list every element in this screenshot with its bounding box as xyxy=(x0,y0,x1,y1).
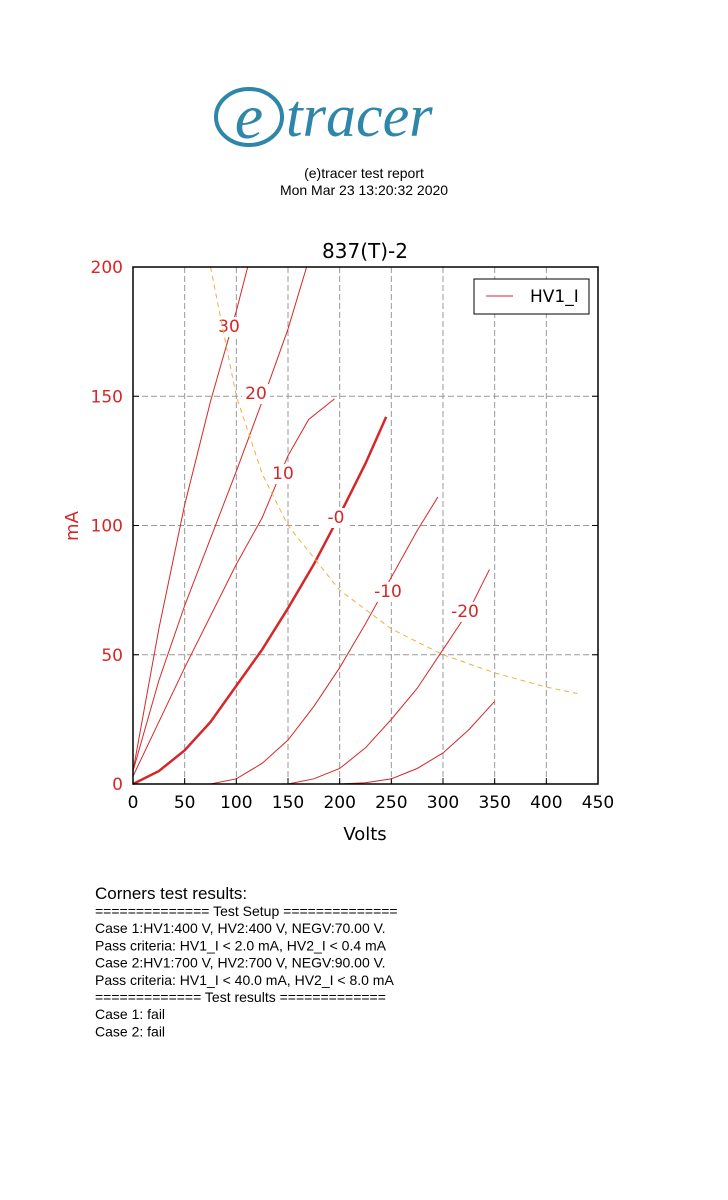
report-line: Case 2:HV1:700 V, HV2:700 V, NEGV:90.00 … xyxy=(95,955,386,971)
x-tick-label: 350 xyxy=(478,793,510,813)
curve-label-bg xyxy=(451,602,479,622)
logo-ring xyxy=(214,87,284,147)
logo-text: tracer xyxy=(286,83,433,149)
curve-label-bg xyxy=(242,384,270,404)
y-axis-label: mA xyxy=(62,510,83,541)
x-tick-label: 0 xyxy=(128,793,139,813)
x-tick-label: 300 xyxy=(427,793,459,813)
x-tick-label: 200 xyxy=(323,793,355,813)
logo-mark: e xyxy=(235,81,263,152)
curve-label-bg xyxy=(269,464,297,484)
curve-label: -0 xyxy=(328,508,345,528)
report-line: ============= Test results ============= xyxy=(95,989,386,1005)
report-heading: Corners test results: xyxy=(95,884,247,903)
curve xyxy=(132,266,308,772)
chart-title: 837(T)-2 xyxy=(322,239,408,263)
curve xyxy=(210,496,439,785)
y-tick-label: 150 xyxy=(91,387,123,407)
curve-label-bg xyxy=(374,582,402,602)
x-tick-label: 50 xyxy=(174,793,196,813)
curve xyxy=(287,569,490,785)
curve-label-bg xyxy=(322,508,350,528)
curve xyxy=(339,700,496,785)
plot-frame xyxy=(132,266,599,785)
report-date: Mon Mar 23 13:20:32 2020 xyxy=(280,182,448,198)
x-tick-label: 400 xyxy=(530,793,562,813)
x-tick-label: 100 xyxy=(220,793,252,813)
curve-label: -20 xyxy=(451,602,479,622)
y-tick-label: 50 xyxy=(101,646,123,666)
report-title: (e)tracer test report xyxy=(304,165,424,181)
curve xyxy=(210,266,578,695)
x-tick-label: 450 xyxy=(582,793,614,813)
curve-label: 20 xyxy=(245,384,267,404)
x-tick-label: 250 xyxy=(375,793,407,813)
report-line: Pass criteria: HV1_I < 40.0 mA, HV2_I < … xyxy=(95,972,394,988)
report-line: Pass criteria: HV1_I < 2.0 mA, HV2_I < 0… xyxy=(95,937,387,953)
y-tick-label: 200 xyxy=(91,258,123,278)
y-tick-label: 100 xyxy=(91,517,123,537)
legend-label: HV1_I xyxy=(530,287,579,307)
curve-label: -10 xyxy=(374,582,402,602)
x-axis-label: Volts xyxy=(343,824,386,845)
curve xyxy=(132,398,335,777)
report-line: Case 1: fail xyxy=(95,1006,165,1022)
curve xyxy=(132,416,388,786)
y-tick-label: 0 xyxy=(112,775,123,795)
report-line: ============== Test Setup ============== xyxy=(95,903,398,919)
report-line: Case 2: fail xyxy=(95,1023,165,1039)
report-line: Case 1:HV1:400 V, HV2:400 V, NEGV:70.00 … xyxy=(95,920,386,936)
curve-label: 10 xyxy=(272,464,294,484)
x-tick-label: 150 xyxy=(272,793,304,813)
curve xyxy=(132,266,249,772)
